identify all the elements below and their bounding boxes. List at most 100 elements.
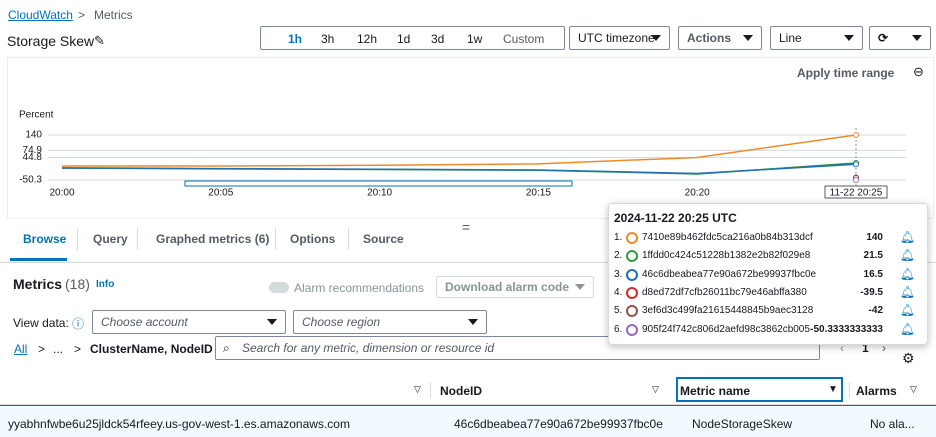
legend-name: 7410e89b462fdc5ca216a0b84b313dcf: [642, 232, 813, 243]
y-tick-label: 74.9: [23, 145, 43, 156]
path-all[interactable]: All: [14, 342, 28, 356]
breadcrumb-current: Metrics: [94, 8, 133, 22]
region-select[interactable]: Choose region: [293, 310, 487, 334]
sort-icon[interactable]: ▼: [828, 384, 838, 395]
time-range-option[interactable]: 1w: [467, 32, 483, 46]
sort-icon[interactable]: ▽: [910, 384, 917, 394]
tab[interactable]: Browse: [23, 232, 67, 246]
tooltip-value: 140: [866, 232, 883, 243]
path-ellipsis[interactable]: ...: [53, 342, 64, 356]
column-header[interactable]: NodeID: [440, 384, 482, 398]
x-tick-label: 20:15: [526, 188, 551, 199]
info-link[interactable]: Info: [96, 279, 115, 290]
alarm-bell[interactable]: 🔔︎: [899, 230, 915, 244]
time-range-group: [260, 26, 565, 50]
chart: Percent 140 74.944.8 -50.3 20:00 20:05 20:10 2…: [19, 110, 906, 199]
tab-sep: [77, 228, 78, 250]
account-select[interactable]: Choose account: [92, 310, 286, 334]
tooltip-rank: 1.: [614, 232, 623, 243]
column-header[interactable]: Alarms: [856, 384, 897, 398]
alarm-bell[interactable]: 🔔︎: [899, 321, 915, 336]
series-point: [853, 161, 859, 168]
series-point: [853, 132, 859, 138]
timezone-select[interactable]: UTC timezone: [569, 26, 670, 50]
view-data-label: View data:: [13, 316, 69, 330]
time-range-option[interactable]: 3d: [431, 32, 445, 46]
tooltip-rank: 6.: [614, 323, 623, 335]
alarm-recommendations: Alarm recommendations: [294, 281, 425, 295]
search-box[interactable]: Search for any metric, dimension or reso…: [215, 336, 820, 360]
x-tick-label: 20:20: [685, 188, 710, 199]
time-range-option[interactable]: 1d: [397, 32, 411, 46]
tooltip-value: -50.3333333333: [810, 323, 883, 335]
tooltip-value: -39.5: [860, 286, 883, 298]
time-range-option[interactable]: 12h: [357, 32, 378, 46]
tab-sep: [137, 228, 138, 250]
path-current: ClusterName, NodeID: [90, 342, 213, 356]
tooltip-value: 16.5: [863, 268, 883, 280]
metrics-title: Metrics: [13, 276, 63, 292]
toggle[interactable]: [269, 282, 289, 293]
sort-icon[interactable]: ▽: [652, 384, 659, 394]
tooltip-rank: 3.: [614, 268, 623, 280]
search-icon: ⌕: [223, 341, 230, 355]
tab[interactable]: Graphed metrics (6): [156, 232, 270, 246]
next-page[interactable]: ›: [882, 341, 886, 355]
tooltip: 2024-11-22 20:25 UTC 1. 7410e89b462fdc5ca…: [608, 203, 928, 345]
alarm-bell[interactable]: 🔔︎: [899, 248, 915, 263]
legend-name: 3ef6d3c499fa21615448845b9aec3128: [642, 305, 814, 317]
cell: NodeStorageSkew: [692, 417, 793, 431]
account-label: Choose account: [101, 315, 188, 329]
x-tick-label: 20:05: [208, 188, 233, 199]
tab[interactable]: Options: [290, 232, 336, 246]
x-tick-label: 20:00: [49, 188, 74, 199]
legend-swatch: [626, 323, 638, 336]
download-button[interactable]: Download alarm code: [436, 276, 594, 298]
resize-handle[interactable]: =: [462, 219, 471, 235]
info-icon[interactable]: ⓘ: [72, 317, 85, 331]
breadcrumb-link[interactable]: CloudWatch: [8, 8, 73, 22]
edit-icon[interactable]: ✎: [94, 33, 105, 48]
view-select[interactable]: Line: [770, 26, 863, 50]
tab[interactable]: Query: [93, 232, 128, 246]
page-number[interactable]: 1: [862, 341, 869, 355]
tab[interactable]: Source: [363, 232, 404, 246]
prev-page[interactable]: ‹: [840, 341, 844, 355]
path-sep: >: [74, 342, 82, 356]
settings-icon[interactable]: ⚙: [902, 350, 915, 366]
y-tick-label: 44.8: [23, 152, 43, 163]
cell: 46c6dbeabea77e90a672be99937fbc0e: [454, 417, 663, 431]
download-label: Download alarm code: [445, 280, 570, 294]
tooltip-rank: 5.: [614, 305, 623, 317]
time-range-option[interactable]: Custom: [503, 32, 545, 46]
actions-button[interactable]: Actions: [678, 26, 762, 50]
timezone-label: UTC timezone: [578, 31, 655, 45]
time-range-option[interactable]: 1h: [288, 32, 303, 46]
tooltip-value: 21.5: [863, 250, 883, 262]
tooltip-title: 2024-11-22 20:25 UTC: [614, 211, 737, 225]
legend-swatch: [626, 286, 638, 299]
alarm-bell[interactable]: 🔔︎: [899, 266, 915, 281]
alarm-bell[interactable]: 🔔︎: [899, 303, 915, 318]
time-range-option[interactable]: 3h: [321, 32, 335, 46]
legend-name: 1ffdd0c424c51228b1382e2b82f029e8: [642, 250, 811, 262]
legend-name: 905f24f742c806d2aefd98c3862cb005: [642, 323, 810, 335]
sort-icon[interactable]: ▽: [414, 384, 421, 394]
tooltip-rank: 4.: [614, 286, 623, 298]
x-tick-label: 11-22 20:25: [830, 188, 883, 199]
series-point: [853, 177, 859, 184]
alarm-bell[interactable]: 🔔︎: [899, 284, 915, 299]
legend-name: d8ed72df7cfb26011bc79e46abffa380: [642, 286, 807, 298]
cell: No ala...: [870, 417, 915, 431]
tab-sep: [275, 228, 276, 250]
range-slider[interactable]: [184, 180, 573, 187]
apply-time-range[interactable]: Apply time range: [797, 66, 895, 80]
table-row[interactable]: [0, 405, 936, 437]
legend-name: 46c6dbeabea77e90a672be99937fbc0e: [642, 268, 817, 280]
path-sep: >: [38, 342, 46, 356]
column-header[interactable]: Metric name: [680, 384, 751, 398]
legend-swatch: [626, 305, 638, 318]
view-label: Line: [779, 31, 802, 45]
refresh-button[interactable]: ⟳: [869, 26, 931, 50]
zoom-icon[interactable]: ⊖: [913, 64, 924, 79]
